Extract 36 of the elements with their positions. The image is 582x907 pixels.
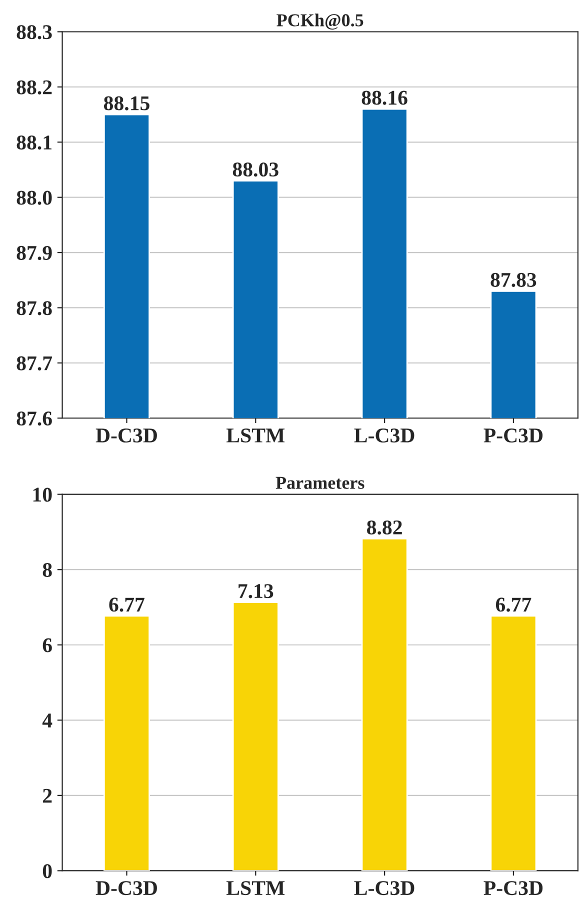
y-tick-label: 10 xyxy=(33,488,52,502)
bar xyxy=(232,602,279,871)
x-tick-label: D-C3D xyxy=(96,881,157,896)
data-label: 88.16 xyxy=(362,90,408,105)
chart-title: PCKh@0.5 xyxy=(276,14,364,30)
x-tick-label: LSTM xyxy=(226,881,285,896)
y-tick-label: 87.9 xyxy=(16,246,52,260)
data-label: 88.03 xyxy=(232,162,278,177)
x-tick-label: L-C3D xyxy=(354,881,414,896)
data-label: 87.83 xyxy=(490,272,536,288)
x-tick-label: P-C3D xyxy=(484,428,543,443)
y-tick-label: 88.1 xyxy=(16,136,52,150)
x-tick-label: LSTM xyxy=(226,428,285,443)
y-tick-label: 88.2 xyxy=(16,80,52,94)
y-tick-label: 87.7 xyxy=(16,356,52,370)
data-label: 6.77 xyxy=(496,598,532,612)
data-label: 6.77 xyxy=(109,598,144,612)
data-label: 88.15 xyxy=(104,96,150,110)
y-tick-label: 0 xyxy=(42,864,52,878)
y-tick-label: 87.6 xyxy=(16,412,52,426)
y-tick-label: 2 xyxy=(43,788,52,803)
bar xyxy=(103,615,150,871)
x-tick-label: D-C3D xyxy=(96,428,157,443)
data-label: 7.13 xyxy=(238,584,274,598)
y-tick-label: 88.3 xyxy=(16,25,52,40)
x-tick-label: P-C3D xyxy=(484,881,543,896)
y-tick-label: 6 xyxy=(42,638,52,652)
bar xyxy=(490,615,537,871)
y-tick-label: 8 xyxy=(42,562,52,578)
chart-title: Parameters xyxy=(276,476,364,489)
x-tick-label: L-C3D xyxy=(354,428,414,443)
y-tick-label: 87.8 xyxy=(16,301,52,316)
y-tick-label: 4 xyxy=(42,714,52,728)
bar xyxy=(361,538,408,871)
data-label: 8.82 xyxy=(367,520,402,535)
y-tick-label: 88.0 xyxy=(16,190,52,205)
